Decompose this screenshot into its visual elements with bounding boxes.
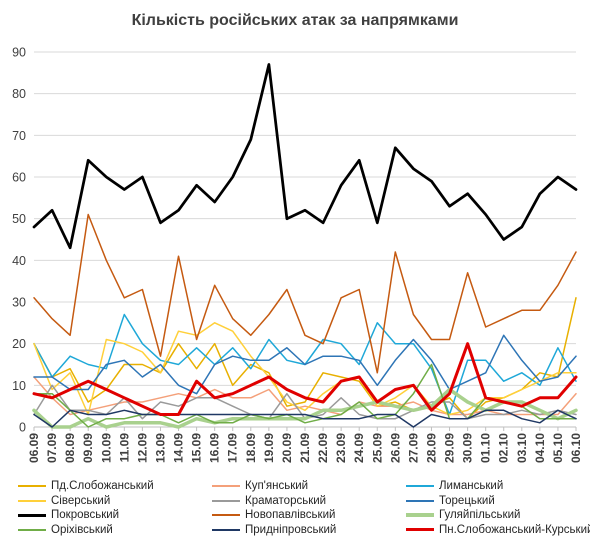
legend-item: Сіверський [18,495,110,507]
legend-item: Оріхівський [18,524,113,536]
x-tick-label: 29.09 [443,433,457,463]
x-tick-label: 16.09 [208,433,222,463]
y-tick-label: 0 [19,421,26,435]
x-tick-label: 02.10 [497,433,511,463]
legend-label: Придніпровський [245,523,337,536]
legend-item: Куп'янський [212,480,308,492]
y-tick-label: 20 [12,337,26,351]
legend-swatch [212,528,240,531]
y-tick-label: 80 [12,87,26,101]
line-chart: 0 10 20 30 40 50 60 70 80 90 06.09 07.09 08.09 09.09 1… [12,46,583,464]
x-tick-label: 21.09 [298,433,312,463]
x-tick-label: 08.09 [63,433,77,463]
legend-item: Гуляйпільський [406,509,520,521]
y-tick-label: 60 [12,171,26,185]
legend-label: Сіверський [51,494,111,507]
series-line-12 [32,342,578,416]
legend-swatch [406,485,434,487]
y-tick-label: 40 [12,254,26,268]
x-tick-label: 19.09 [262,433,276,463]
x-tick-label: 14.09 [172,433,186,463]
x-tick-label: 20.09 [280,433,294,463]
series-line-7 [32,63,578,250]
series-line-11 [33,409,577,428]
legend-swatch [212,499,240,502]
legend-label: Пд.Слобожанський [51,480,154,492]
legend-label: Куп'янський [245,480,309,492]
x-tick-label: 27.09 [406,433,420,463]
legend-swatch [212,485,240,487]
x-tick-label: 30.09 [461,433,475,463]
x-tick-label: 10.09 [99,433,113,463]
x-tick-label: 26.09 [388,433,402,463]
legend-label: Краматорський [245,494,327,507]
x-tick-label: 18.09 [244,433,258,463]
series-line-8 [33,213,577,374]
legend-swatch [406,513,434,518]
x-tick-label: 28.09 [424,433,438,463]
legend-label: Оріхівський [51,523,113,536]
legend-swatch [18,513,46,517]
legend-item: Придніпровський [212,524,336,536]
legend-label: Новопавлівський [245,509,336,522]
series-line-2 [33,376,577,416]
x-tick-label: 12.09 [135,433,149,463]
series-line-6 [33,334,577,395]
x-tick-label: 04.10 [533,433,547,463]
y-tick-label: 70 [12,129,26,143]
legend-label: Лиманський [439,480,504,492]
legend-item: Пн.Слобожанський-Курський [406,524,590,536]
x-tick-label: 11.09 [117,433,131,463]
x-tick-label: 03.10 [515,433,529,463]
legend-swatch [18,485,46,487]
y-tick-label: 90 [12,46,26,60]
x-tick-label: 15.09 [190,433,204,463]
legend-swatch [212,514,240,517]
x-tick-label: 23.09 [334,433,348,463]
x-tick-label: 07.09 [45,433,59,463]
series-line-1 [33,297,577,420]
x-tick-label: 06.09 [27,433,41,463]
legend-label: Гуляйпільський [439,509,521,522]
legend-swatch [18,528,46,531]
x-tick-label: 25.09 [370,433,384,463]
legend-item: Краматорський [212,495,326,507]
x-tick-label: 06.10 [569,433,583,463]
legend-item: Торецький [406,495,495,507]
x-tick-label: 22.09 [316,433,330,463]
legend-item: Новопавлівський [212,509,335,521]
x-tick-label: 24.09 [352,433,366,463]
y-tick-label: 10 [12,379,26,393]
y-tick-label: 30 [12,296,26,310]
legend-label: Торецький [439,494,495,507]
chart-title: Кількість російських атак за напрямками [131,12,459,29]
x-tick-label: 09.09 [81,433,95,463]
x-tick-label: 01.10 [479,433,493,463]
y-tick-label: 50 [12,212,26,226]
legend-label: Пн.Слобожанський-Курський [439,523,590,536]
legend-swatch [406,499,434,502]
legend-item: Покровський [18,509,119,521]
legend-label: Покровський [51,509,120,522]
legend-item: Пд.Слобожанський [18,480,154,492]
x-tick-label: 13.09 [153,433,167,463]
legend-swatch [18,499,46,502]
legend-swatch [406,528,434,532]
x-tick-label: 17.09 [226,433,240,463]
legend-item: Лиманський [406,480,503,492]
x-tick-label: 05.10 [551,433,565,463]
